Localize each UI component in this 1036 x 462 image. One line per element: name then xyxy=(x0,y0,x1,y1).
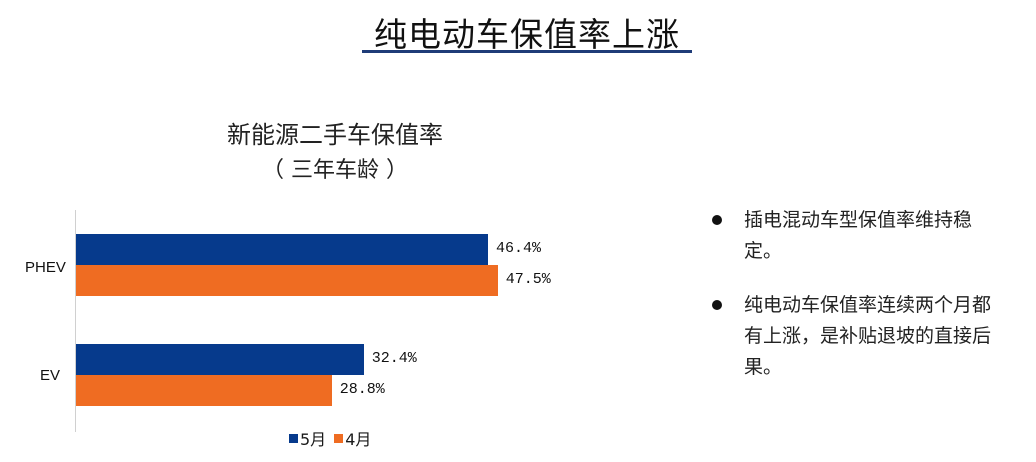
legend-label: 4月 xyxy=(345,430,372,449)
page-title: 纯电动车保值率上涨 xyxy=(374,15,680,54)
bullet-text: 插电混动车型保值率维持稳定。 xyxy=(744,209,973,262)
legend-swatch-icon xyxy=(289,433,298,443)
bar xyxy=(76,265,498,296)
bullet-text: 纯电动车保值率连续两个月都有上涨，是补贴退坡的直接后果。 xyxy=(744,294,992,378)
bar xyxy=(76,344,364,375)
bullet-list: 插电混动车型保值率维持稳定。 纯电动车保值率连续两个月都有上涨，是补贴退坡的直接… xyxy=(712,205,1002,406)
bullet-dot-icon xyxy=(712,300,722,310)
category-axis xyxy=(75,210,76,432)
data-label: 32.4% xyxy=(371,350,417,367)
bullet-item: 插电混动车型保值率维持稳定。 xyxy=(712,205,1002,267)
legend-item: 4月 xyxy=(334,426,371,450)
data-label: 47.5% xyxy=(505,271,551,288)
category-label: PHEV xyxy=(25,259,66,276)
title-underline xyxy=(362,50,692,53)
legend-label: 5月 xyxy=(300,430,327,449)
legend-swatch-icon xyxy=(334,433,344,443)
category-label: EV xyxy=(40,367,61,384)
legend: 5月 4月 xyxy=(289,426,371,450)
bar xyxy=(76,234,489,265)
data-label: 46.4% xyxy=(496,240,542,257)
chart-title: 新能源二手车保值率 xyxy=(227,121,443,149)
bullet-item: 纯电动车保值率连续两个月都有上涨，是补贴退坡的直接后果。 xyxy=(712,290,1002,383)
bar xyxy=(76,375,332,406)
data-label: 28.8% xyxy=(339,381,385,398)
chart-subtitle: （ 三年车龄 ） xyxy=(262,158,408,183)
bullet-dot-icon xyxy=(712,215,722,225)
legend-item: 5月 xyxy=(289,426,326,450)
